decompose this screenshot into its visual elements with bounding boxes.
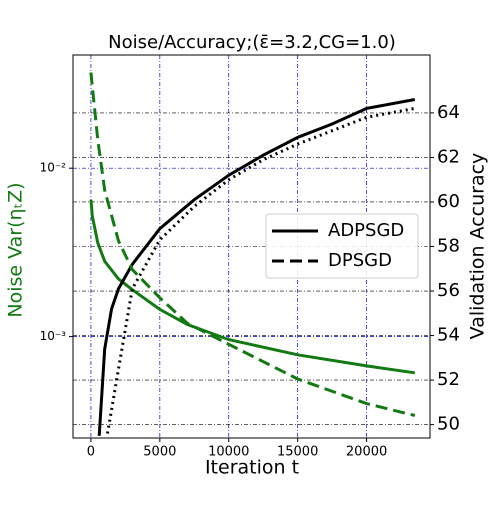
y2-tick-label: 54 xyxy=(437,325,460,346)
y2-tick-label: 56 xyxy=(437,280,460,301)
y-tick-label: 10⁻² xyxy=(40,161,67,175)
legend: ADPSGD DPSGD xyxy=(265,213,419,279)
y2-tick-label: 60 xyxy=(437,191,460,212)
y-tick-label: 10⁻³ xyxy=(40,329,67,343)
y2-axis-label: Validation Accuracy xyxy=(467,153,489,340)
accuracy-line xyxy=(106,106,416,434)
noise-line xyxy=(89,72,416,417)
x-tick-label: 10000 xyxy=(208,445,249,460)
y2-tick-label: 50 xyxy=(437,414,460,435)
legend-label: DPSGD xyxy=(328,250,392,271)
chart-title: Noise/Accuracy;(ε̄=3.2,CG=1.0) xyxy=(108,32,396,53)
noise-line xyxy=(89,199,416,375)
legend-label: ADPSGD xyxy=(328,220,404,241)
y-axis-label: Noise Var(ηₜZ) xyxy=(5,182,27,317)
plot-area xyxy=(89,72,416,436)
y2-tick-label: 62 xyxy=(437,146,460,167)
accuracy-line xyxy=(97,98,416,436)
x-axis-label: Iteration t xyxy=(205,457,299,479)
y2-tick-label: 58 xyxy=(437,236,460,257)
x-tick-label: 5000 xyxy=(143,445,176,460)
x-tick-label: 15000 xyxy=(277,445,318,460)
x-tick-label: 0 xyxy=(87,445,95,460)
y2-tick-label: 64 xyxy=(437,102,460,123)
y2-tick-label: 52 xyxy=(437,369,460,390)
x-tick-label: 20000 xyxy=(346,445,387,460)
